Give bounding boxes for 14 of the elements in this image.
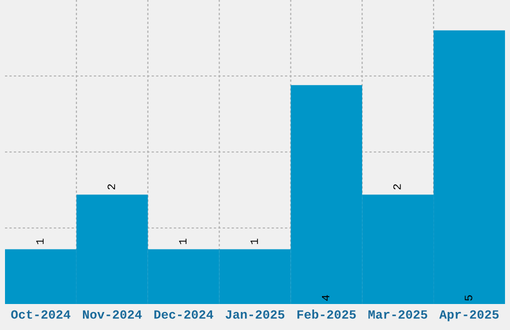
data-label: 1 — [36, 238, 44, 244]
data-label: 2 — [108, 184, 116, 190]
data-label: 1 — [250, 238, 258, 244]
x-tick-label: Nov-2024 — [82, 310, 142, 319]
x-tick-label: Feb-2025 — [297, 310, 356, 319]
x-tick-label: Jan-2025 — [226, 310, 284, 319]
x-tick-label: Mar-2025 — [368, 310, 428, 319]
x-tick-label: Oct-2024 — [11, 310, 70, 319]
data-label: 2 — [393, 184, 401, 190]
x-tick-label: Apr-2025 — [439, 310, 499, 322]
x-tick-label: Dec-2024 — [154, 310, 214, 319]
data-label: 4 — [322, 295, 330, 301]
data-label: 5 — [464, 295, 472, 301]
data-label: 1 — [179, 238, 186, 244]
